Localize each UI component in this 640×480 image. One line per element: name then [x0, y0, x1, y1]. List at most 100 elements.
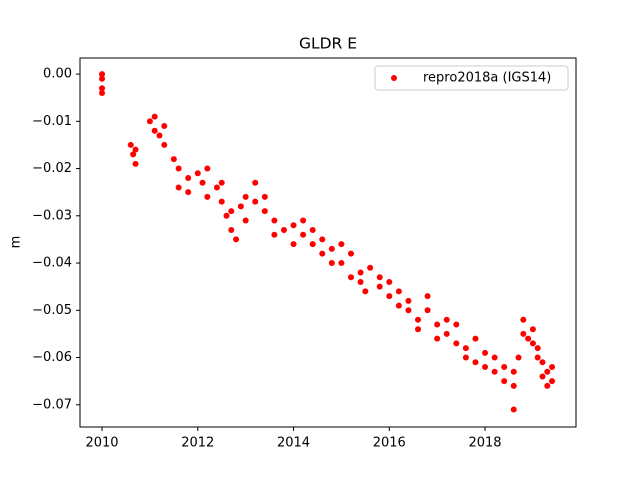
- point: [99, 75, 106, 82]
- point: [482, 363, 489, 370]
- point: [146, 118, 153, 125]
- point: [151, 113, 158, 120]
- point: [132, 160, 139, 167]
- legend-label: repro2018a (IGS14): [423, 71, 551, 86]
- point: [347, 250, 354, 257]
- point: [261, 208, 268, 215]
- point: [491, 354, 498, 361]
- point: [261, 193, 268, 200]
- point: [218, 198, 225, 205]
- y-tick-label: −0.07: [32, 397, 72, 412]
- point: [482, 349, 489, 356]
- point: [271, 231, 278, 238]
- point: [300, 217, 307, 224]
- point: [194, 170, 201, 177]
- point: [415, 326, 422, 333]
- point: [218, 179, 225, 186]
- point: [338, 260, 345, 267]
- point: [525, 335, 532, 342]
- x-tick-label: 2010: [85, 436, 118, 451]
- point: [338, 241, 345, 248]
- point: [544, 382, 551, 389]
- point: [252, 198, 259, 205]
- point: [319, 250, 326, 257]
- point: [204, 165, 211, 172]
- point: [534, 345, 541, 352]
- point: [367, 264, 374, 271]
- point: [170, 156, 177, 163]
- y-tick-label: −0.06: [32, 350, 72, 365]
- point: [280, 226, 287, 233]
- point: [472, 359, 479, 366]
- point: [132, 146, 139, 153]
- point: [151, 127, 158, 134]
- point: [534, 354, 541, 361]
- point: [175, 165, 182, 172]
- point: [99, 85, 106, 92]
- point: [328, 245, 335, 252]
- point: [510, 406, 517, 413]
- point: [462, 354, 469, 361]
- point: [223, 212, 230, 219]
- point: [544, 368, 551, 375]
- point: [453, 321, 460, 328]
- point: [443, 316, 450, 323]
- point: [520, 330, 527, 337]
- legend-marker: [391, 75, 397, 81]
- point: [127, 141, 134, 148]
- point: [424, 307, 431, 314]
- point: [472, 335, 479, 342]
- point: [434, 335, 441, 342]
- point: [510, 368, 517, 375]
- point: [529, 340, 536, 347]
- x-tick-label: 2018: [468, 436, 501, 451]
- point: [376, 274, 383, 281]
- point: [362, 288, 369, 295]
- point: [213, 184, 220, 191]
- y-tick-label: −0.02: [32, 161, 72, 176]
- point: [185, 175, 192, 182]
- point: [549, 378, 556, 385]
- y-tick-label: −0.01: [32, 114, 72, 129]
- point: [424, 293, 431, 300]
- point: [185, 189, 192, 196]
- point: [443, 330, 450, 337]
- point: [271, 217, 278, 224]
- point: [199, 179, 206, 186]
- point: [237, 203, 244, 210]
- chart-title: GLDR E: [299, 35, 357, 53]
- point: [161, 123, 168, 130]
- point: [242, 217, 249, 224]
- point: [228, 208, 235, 215]
- x-tick-label: 2014: [277, 436, 310, 451]
- point: [539, 359, 546, 366]
- y-axis-label: m: [9, 236, 24, 249]
- point: [328, 260, 335, 267]
- point: [539, 373, 546, 380]
- point: [405, 297, 412, 304]
- point: [549, 363, 556, 370]
- point: [252, 179, 259, 186]
- point: [453, 340, 460, 347]
- point: [357, 278, 364, 285]
- point: [242, 193, 249, 200]
- point: [529, 326, 536, 333]
- point: [309, 241, 316, 248]
- point: [395, 288, 402, 295]
- y-tick-label: 0.00: [43, 67, 72, 82]
- y-tick-label: −0.03: [32, 208, 72, 223]
- point: [510, 382, 517, 389]
- point: [309, 226, 316, 233]
- x-tick-label: 2016: [373, 436, 406, 451]
- point: [233, 236, 240, 243]
- point: [415, 316, 422, 323]
- point: [300, 231, 307, 238]
- point: [357, 269, 364, 276]
- point: [290, 222, 297, 229]
- point: [156, 132, 163, 139]
- legend-box: [374, 65, 569, 91]
- point: [161, 141, 168, 148]
- point: [501, 363, 508, 370]
- point: [99, 89, 106, 96]
- point: [376, 283, 383, 290]
